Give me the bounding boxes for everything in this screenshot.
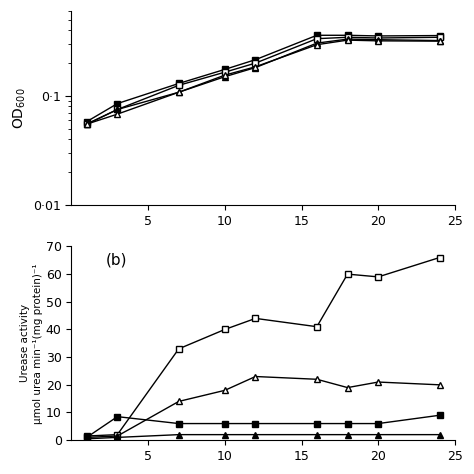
Y-axis label: Urease activity
µmol urea min⁻¹(mg protein)⁻¹: Urease activity µmol urea min⁻¹(mg prote… xyxy=(19,263,43,424)
Text: (b): (b) xyxy=(106,252,128,267)
Y-axis label: OD$_{600}$: OD$_{600}$ xyxy=(11,87,27,129)
